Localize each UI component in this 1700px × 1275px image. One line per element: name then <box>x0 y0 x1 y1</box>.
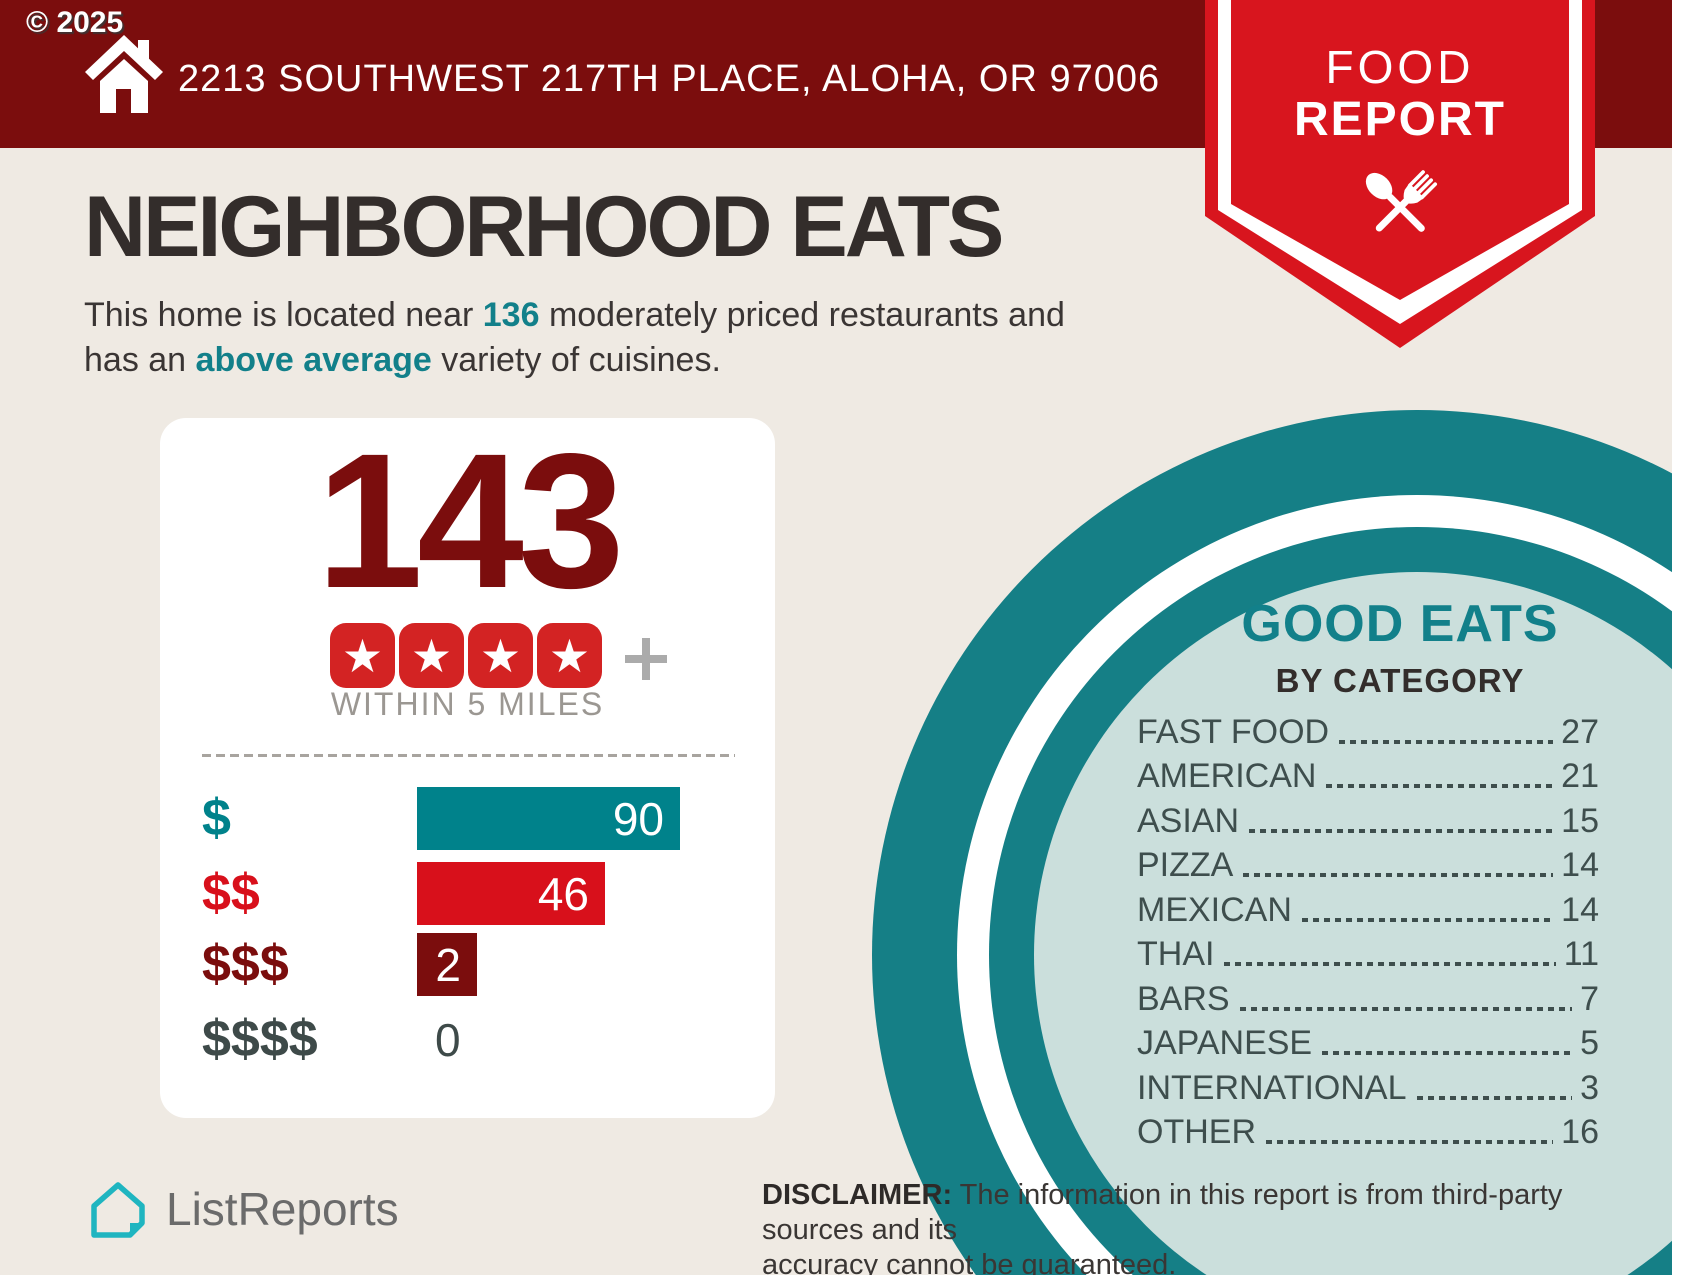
intro-line-1: This home is located near 136 moderately… <box>84 296 1065 334</box>
category-row: OTHER 16 <box>1137 1107 1599 1152</box>
category-value: 21 <box>1561 757 1599 796</box>
category-row: ASIAN 15 <box>1137 795 1599 840</box>
restaurant-stats-card: 143 ★ ★ ★ ★ WITHIN 5 MILES $ 90 $$ 46 $$$ 2… <box>160 418 775 1118</box>
price-bar: 2 <box>417 933 477 996</box>
price-bar-value: 0 <box>435 1013 461 1066</box>
price-bar: 0 <box>417 1008 461 1071</box>
dashed-divider <box>202 754 735 757</box>
star-icon: ★ <box>399 623 464 688</box>
price-bar: 46 <box>417 862 605 925</box>
category-row: FAST FOOD 27 <box>1137 706 1599 751</box>
dotted-leader <box>1326 784 1554 788</box>
good-eats-subtitle: BY CATEGORY <box>1275 662 1525 699</box>
intro-paragraph: This home is located near 136 moderately… <box>84 293 1065 383</box>
category-label: OTHER <box>1137 1113 1256 1152</box>
star-icon: ★ <box>468 623 533 688</box>
intro-line-2: has an above average variety of cuisines… <box>84 341 721 379</box>
radius-label: WITHIN 5 MILES <box>330 686 605 722</box>
category-label: BARS <box>1137 979 1230 1018</box>
badge-label-food: FOOD <box>1325 41 1475 93</box>
dotted-leader <box>1339 739 1554 744</box>
good-eats-header: GOOD EATS BY CATEGORY <box>1095 594 1700 700</box>
dotted-leader <box>1322 1051 1573 1055</box>
category-label: THAI <box>1137 935 1215 974</box>
copyright-text: © 2025 <box>26 6 124 39</box>
disclaimer-text: DISCLAIMER: The information in this repo… <box>762 1179 1563 1275</box>
category-label: FAST FOOD <box>1137 712 1330 751</box>
category-label: JAPANESE <box>1137 1024 1313 1063</box>
price-row-2: $$ 46 <box>202 862 735 925</box>
category-label: AMERICAN <box>1137 757 1317 796</box>
category-label: MEXICAN <box>1137 890 1292 929</box>
variety-highlight: above average <box>195 341 432 379</box>
category-value: 7 <box>1580 979 1599 1018</box>
total-restaurant-count: 143 <box>316 413 624 628</box>
page-title: NEIGHBORHOOD EATS <box>84 179 1004 275</box>
category-row: THAI 11 <box>1137 929 1599 974</box>
category-value: 14 <box>1561 846 1599 885</box>
spoon-fork-icon <box>1365 170 1438 232</box>
disclaimer-label: DISCLAIMER: <box>762 1179 953 1211</box>
dotted-leader <box>1249 828 1554 833</box>
property-address: 2213 SOUTHWEST 217TH PLACE, ALOHA, OR 97… <box>178 57 1161 100</box>
price-bar-value: 2 <box>435 938 461 991</box>
star-icon: ★ <box>537 623 602 688</box>
category-value: 3 <box>1580 1068 1599 1107</box>
food-report-badge: FOOD REPORT <box>1205 0 1595 352</box>
price-row-3: $$$ 2 <box>202 933 735 996</box>
category-row: MEXICAN 14 <box>1137 884 1599 929</box>
category-value: 16 <box>1561 1113 1599 1152</box>
dotted-leader <box>1266 1140 1554 1144</box>
price-level-label: $$ <box>202 864 260 922</box>
plus-icon <box>625 638 667 680</box>
category-label: PIZZA <box>1137 846 1234 885</box>
category-value: 5 <box>1580 1024 1599 1063</box>
badge-label-report: REPORT <box>1293 93 1506 146</box>
price-row-1: $ 90 <box>202 787 735 850</box>
dotted-leader <box>1243 873 1554 877</box>
category-value: 11 <box>1563 935 1599 974</box>
dotted-leader <box>1301 917 1554 922</box>
category-row: JAPANESE 5 <box>1137 1018 1599 1063</box>
price-row-4: $$$$ 0 <box>202 1008 735 1071</box>
listreports-logo: ListReports <box>86 1180 399 1238</box>
category-value: 27 <box>1561 712 1599 751</box>
category-row: AMERICAN 21 <box>1137 751 1599 796</box>
dotted-leader <box>1416 1095 1573 1100</box>
category-label: ASIAN <box>1137 801 1240 840</box>
category-row: PIZZA 14 <box>1137 840 1599 885</box>
good-eats-title: GOOD EATS <box>1241 595 1559 653</box>
rating-stars: ★ ★ ★ ★ <box>330 623 602 688</box>
category-value: 14 <box>1561 890 1599 929</box>
listreports-house-icon <box>91 1182 145 1238</box>
good-eats-circle-inner <box>1034 572 1700 1275</box>
price-level-label: $$$$ <box>202 1010 318 1068</box>
price-bar-value: 90 <box>612 792 664 845</box>
dotted-leader <box>1239 1006 1573 1011</box>
ribbon-pennant-shape <box>1205 0 1595 348</box>
dotted-leader <box>1224 962 1556 966</box>
price-bar-value: 46 <box>537 867 589 920</box>
category-row: BARS 7 <box>1137 973 1599 1018</box>
price-level-label: $$$ <box>202 935 289 993</box>
category-value: 15 <box>1561 801 1599 840</box>
good-eats-category-list: FAST FOOD 27 AMERICAN 21 ASIAN 15 PIZZA 14 M… <box>1137 706 1599 1151</box>
price-level-label: $ <box>202 789 231 847</box>
star-icon: ★ <box>330 623 395 688</box>
category-label: INTERNATIONAL <box>1137 1068 1407 1107</box>
price-bar: 90 <box>417 787 680 850</box>
right-margin-strip <box>1672 0 1700 1275</box>
category-row: INTERNATIONAL 3 <box>1137 1062 1599 1107</box>
home-icon <box>85 35 163 113</box>
listreports-wordmark: ListReports <box>166 1183 399 1235</box>
restaurant-count-highlight: 136 <box>482 296 540 334</box>
